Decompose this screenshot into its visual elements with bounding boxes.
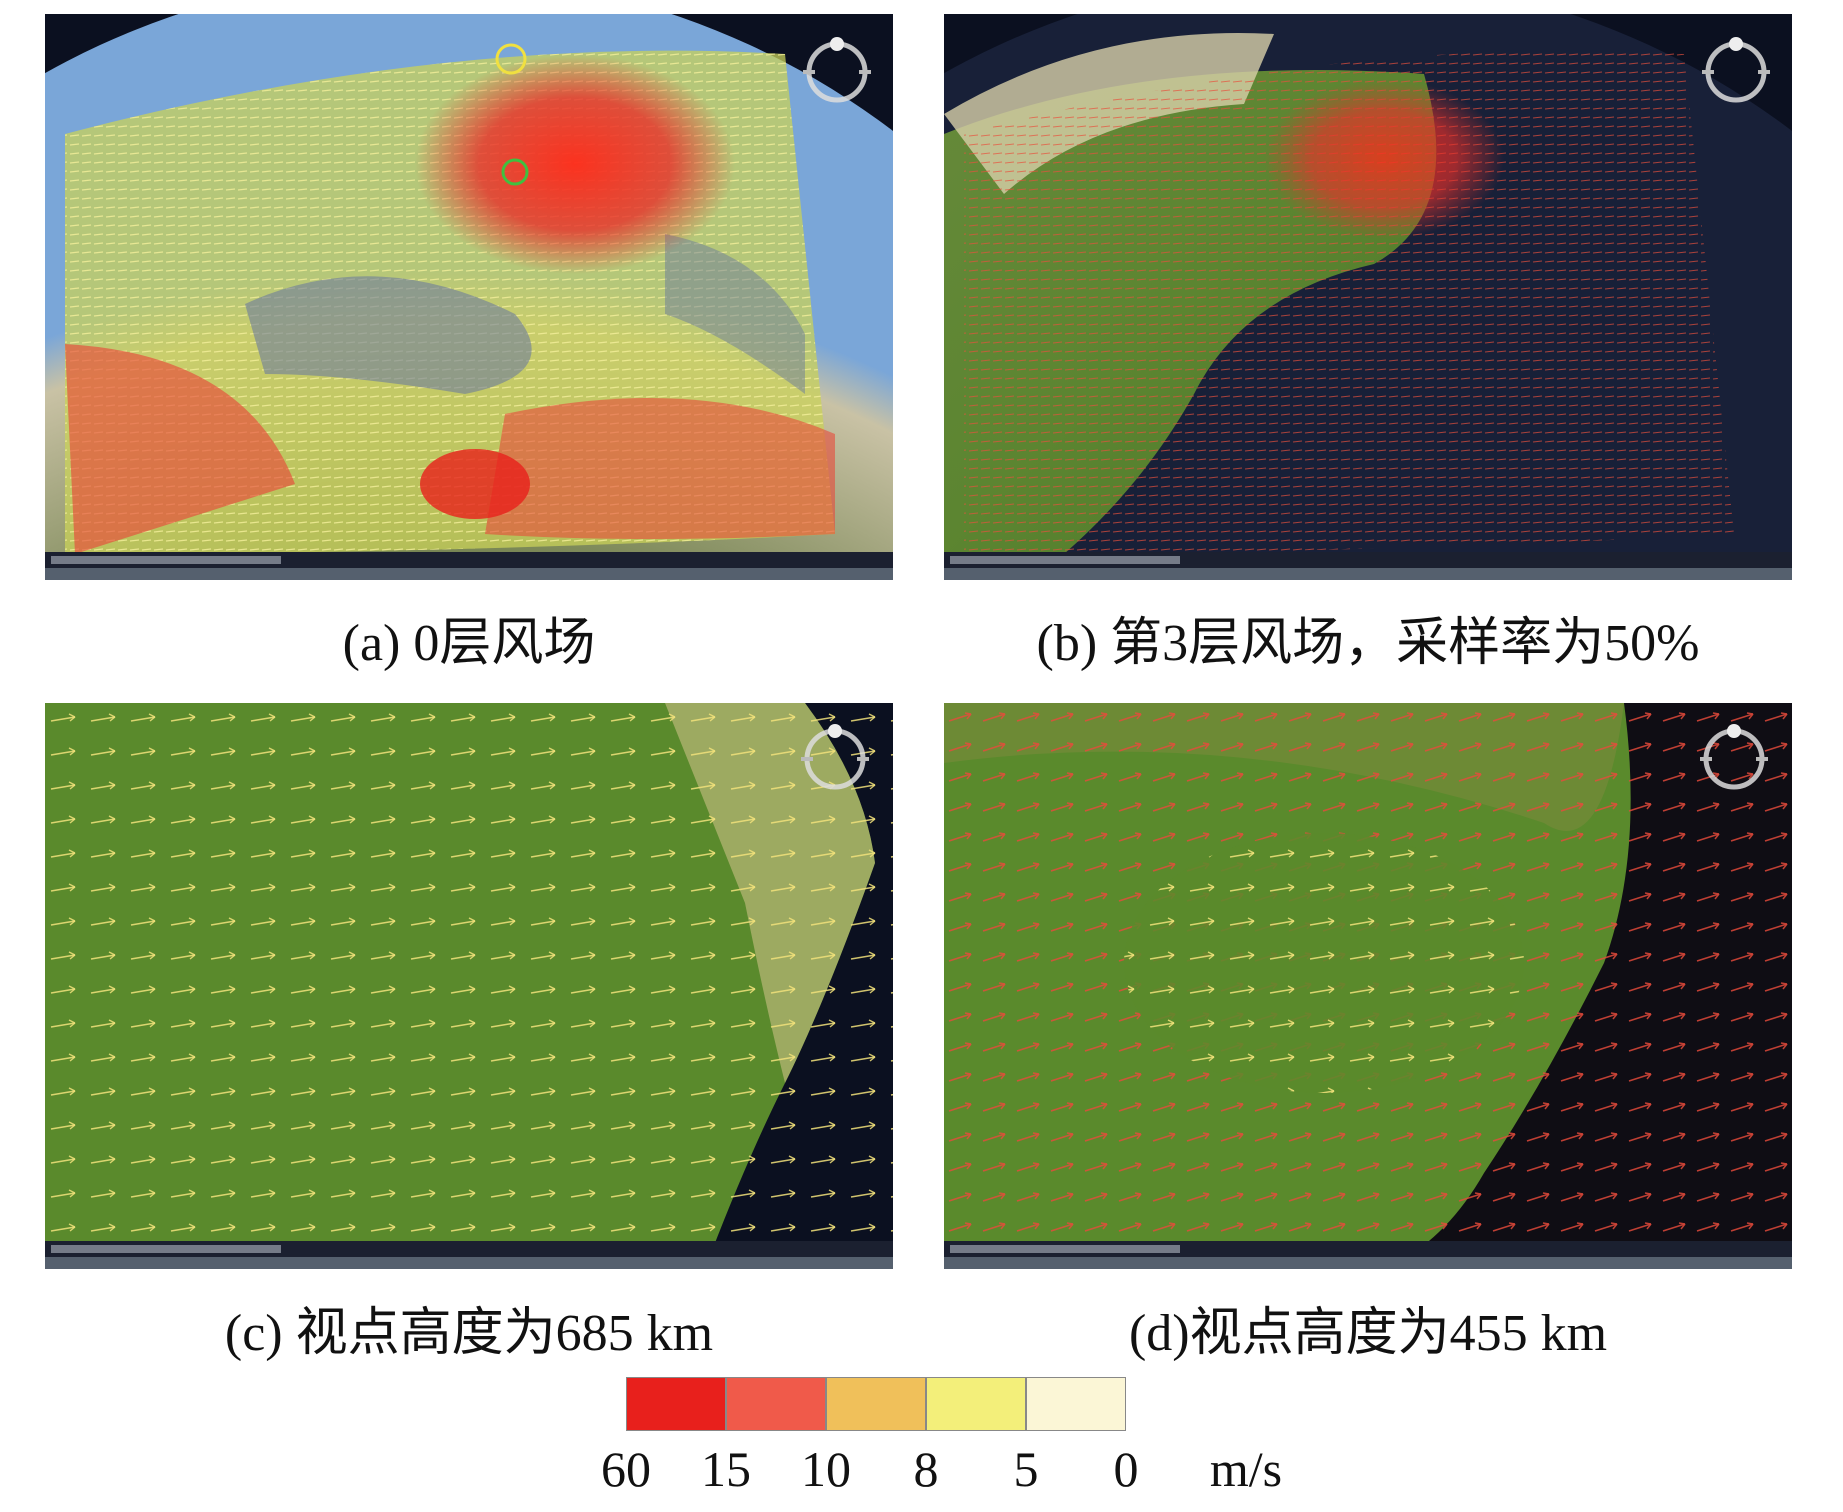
- caption-a: (a) 0层风场: [342, 615, 596, 672]
- legend-label: 60: [601, 1441, 651, 1497]
- legend-label: 15: [701, 1441, 751, 1497]
- legend-swatch: [626, 1377, 726, 1431]
- panel-a-image: [45, 14, 893, 580]
- panel-d-image: [944, 703, 1792, 1269]
- legend-swatch: [926, 1377, 1026, 1431]
- legend-swatch: [1026, 1377, 1126, 1431]
- panel-b-image: [944, 14, 1792, 580]
- caption-d: (d)视点高度为455 km: [1128, 1305, 1608, 1362]
- legend-label: 8: [913, 1441, 939, 1497]
- panel-c-image: [45, 703, 893, 1269]
- legend-unit: m/s: [1209, 1441, 1283, 1497]
- caption-c: (c) 视点高度为685 km: [224, 1305, 714, 1362]
- legend-label: 10: [801, 1441, 851, 1497]
- legend-label: 0: [1113, 1441, 1139, 1497]
- legend-swatch: [826, 1377, 926, 1431]
- legend-label: 5: [1013, 1441, 1039, 1497]
- legend-swatch: [726, 1377, 826, 1431]
- caption-b: (b) 第3层风场，采样率为50%: [1036, 615, 1700, 672]
